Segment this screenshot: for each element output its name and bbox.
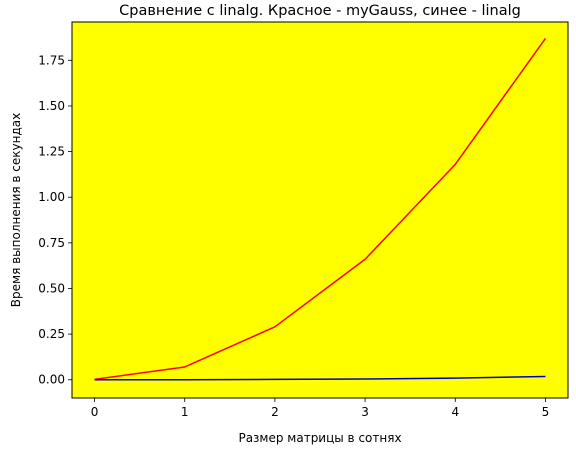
y-axis-label: Время выполнения в секундах xyxy=(9,113,23,307)
plot-frame xyxy=(71,21,569,399)
y-tick-label: 1.25 xyxy=(38,145,65,159)
y-tick-label: 1.75 xyxy=(38,53,65,67)
y-tick-label: 0.00 xyxy=(38,373,65,387)
x-tick-label: 0 xyxy=(91,405,99,419)
x-axis-label: Размер матрицы в сотнях xyxy=(238,431,401,445)
y-tick-label: 1.00 xyxy=(38,190,65,204)
y-tick-label: 0.25 xyxy=(38,327,65,341)
x-tick-label: 3 xyxy=(361,405,369,419)
series-line-2 xyxy=(94,375,546,381)
chart-title: Сравнение с linalg. Красное - myGauss, с… xyxy=(119,3,521,19)
x-tick-label: 1 xyxy=(181,405,189,419)
x-axis-ticks: 0 1 2 3 4 5 xyxy=(91,398,550,419)
y-axis-ticks: 0.00 0.25 0.50 0.75 1.00 1.25 1.50 1.75 xyxy=(38,53,72,387)
y-tick-label: 1.50 xyxy=(38,99,65,113)
series-line-1 xyxy=(94,37,547,381)
y-tick-label: 0.75 xyxy=(38,236,65,250)
plot-area xyxy=(72,22,568,398)
y-tick-label: 0.50 xyxy=(38,281,65,295)
x-tick-label: 4 xyxy=(451,405,459,419)
x-tick-label: 2 xyxy=(271,405,279,419)
x-tick-label: 5 xyxy=(542,405,550,419)
series-lines xyxy=(94,37,547,381)
